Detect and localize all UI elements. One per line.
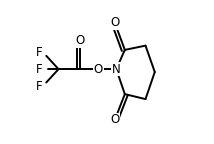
Text: F: F <box>36 46 43 58</box>
Text: O: O <box>75 34 85 47</box>
Text: O: O <box>94 63 103 76</box>
Text: O: O <box>110 113 119 126</box>
Text: F: F <box>36 63 43 76</box>
Text: F: F <box>36 80 43 93</box>
Text: N: N <box>112 63 121 76</box>
Text: O: O <box>110 16 119 29</box>
